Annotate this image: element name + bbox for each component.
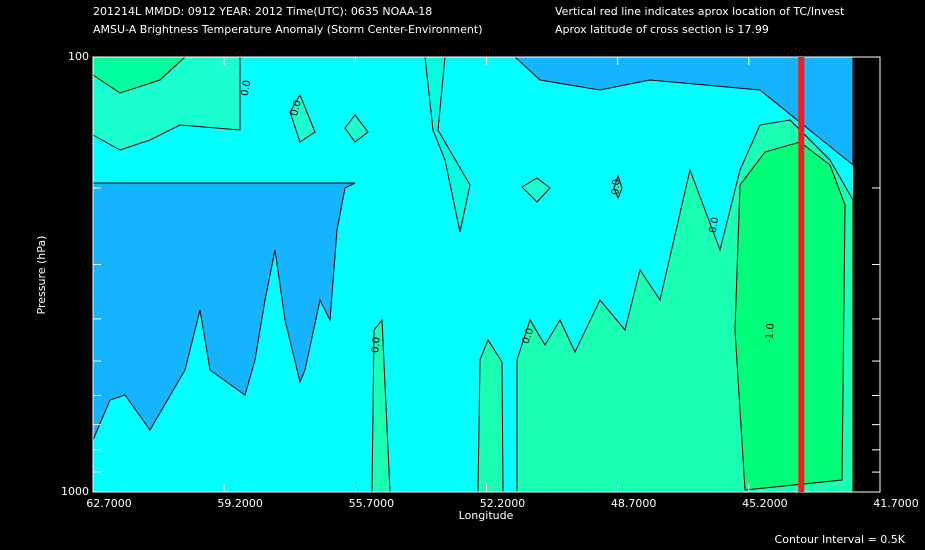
tc-marker xyxy=(798,57,805,492)
contour-fill xyxy=(521,177,551,203)
x-tick-label: 48.7000 xyxy=(611,497,657,510)
contour-field: 0.0 0.0 0.0 0.0 0.0 0.0 -1.0 xyxy=(92,56,854,493)
x-tick-label: 59.2000 xyxy=(217,497,263,510)
x-tick-label: 62.7000 xyxy=(86,497,132,510)
footer: Contour Interval = 0.5K xyxy=(775,533,906,546)
contour-fill xyxy=(613,174,623,200)
contour-label: 0.0 xyxy=(610,179,622,196)
y-tick-label: 1000 xyxy=(61,485,89,498)
contour-fill xyxy=(424,56,471,233)
x-tick-label: 52.2000 xyxy=(480,497,526,510)
contour-label: -1.0 xyxy=(764,323,777,343)
contour-label: 0.0 xyxy=(708,216,722,234)
contour-fill xyxy=(92,182,356,441)
contour-fill xyxy=(734,141,846,491)
contour-fill xyxy=(477,338,504,493)
y-tick-label: 100 xyxy=(68,50,89,63)
x-tick-label: 45.2000 xyxy=(742,497,788,510)
x-tick-label: 55.7000 xyxy=(349,497,395,510)
title-line: AMSU-A Brightness Temperature Anomaly (S… xyxy=(93,23,483,36)
contour-label: 0.0 xyxy=(370,337,382,354)
x-tick-label: 41.7000 xyxy=(873,497,919,510)
note: Vertical red line indicates aprox locati… xyxy=(555,5,845,18)
contour-fill xyxy=(344,114,369,143)
y-axis-label: Pressure (hPa) xyxy=(35,236,48,315)
contour-label: 0.0 xyxy=(240,79,254,97)
contour-fill xyxy=(289,93,316,143)
title-line: 201214L MMDD: 0912 YEAR: 2012 Time(UTC):… xyxy=(93,5,432,18)
note: Aprox latitude of cross section is 17.99 xyxy=(555,23,769,36)
contour-label: 0.0 xyxy=(521,327,537,346)
contour-label: 0.0 xyxy=(289,99,304,117)
contour-fill xyxy=(513,56,854,167)
x-axis-label: Longitude xyxy=(459,509,514,522)
